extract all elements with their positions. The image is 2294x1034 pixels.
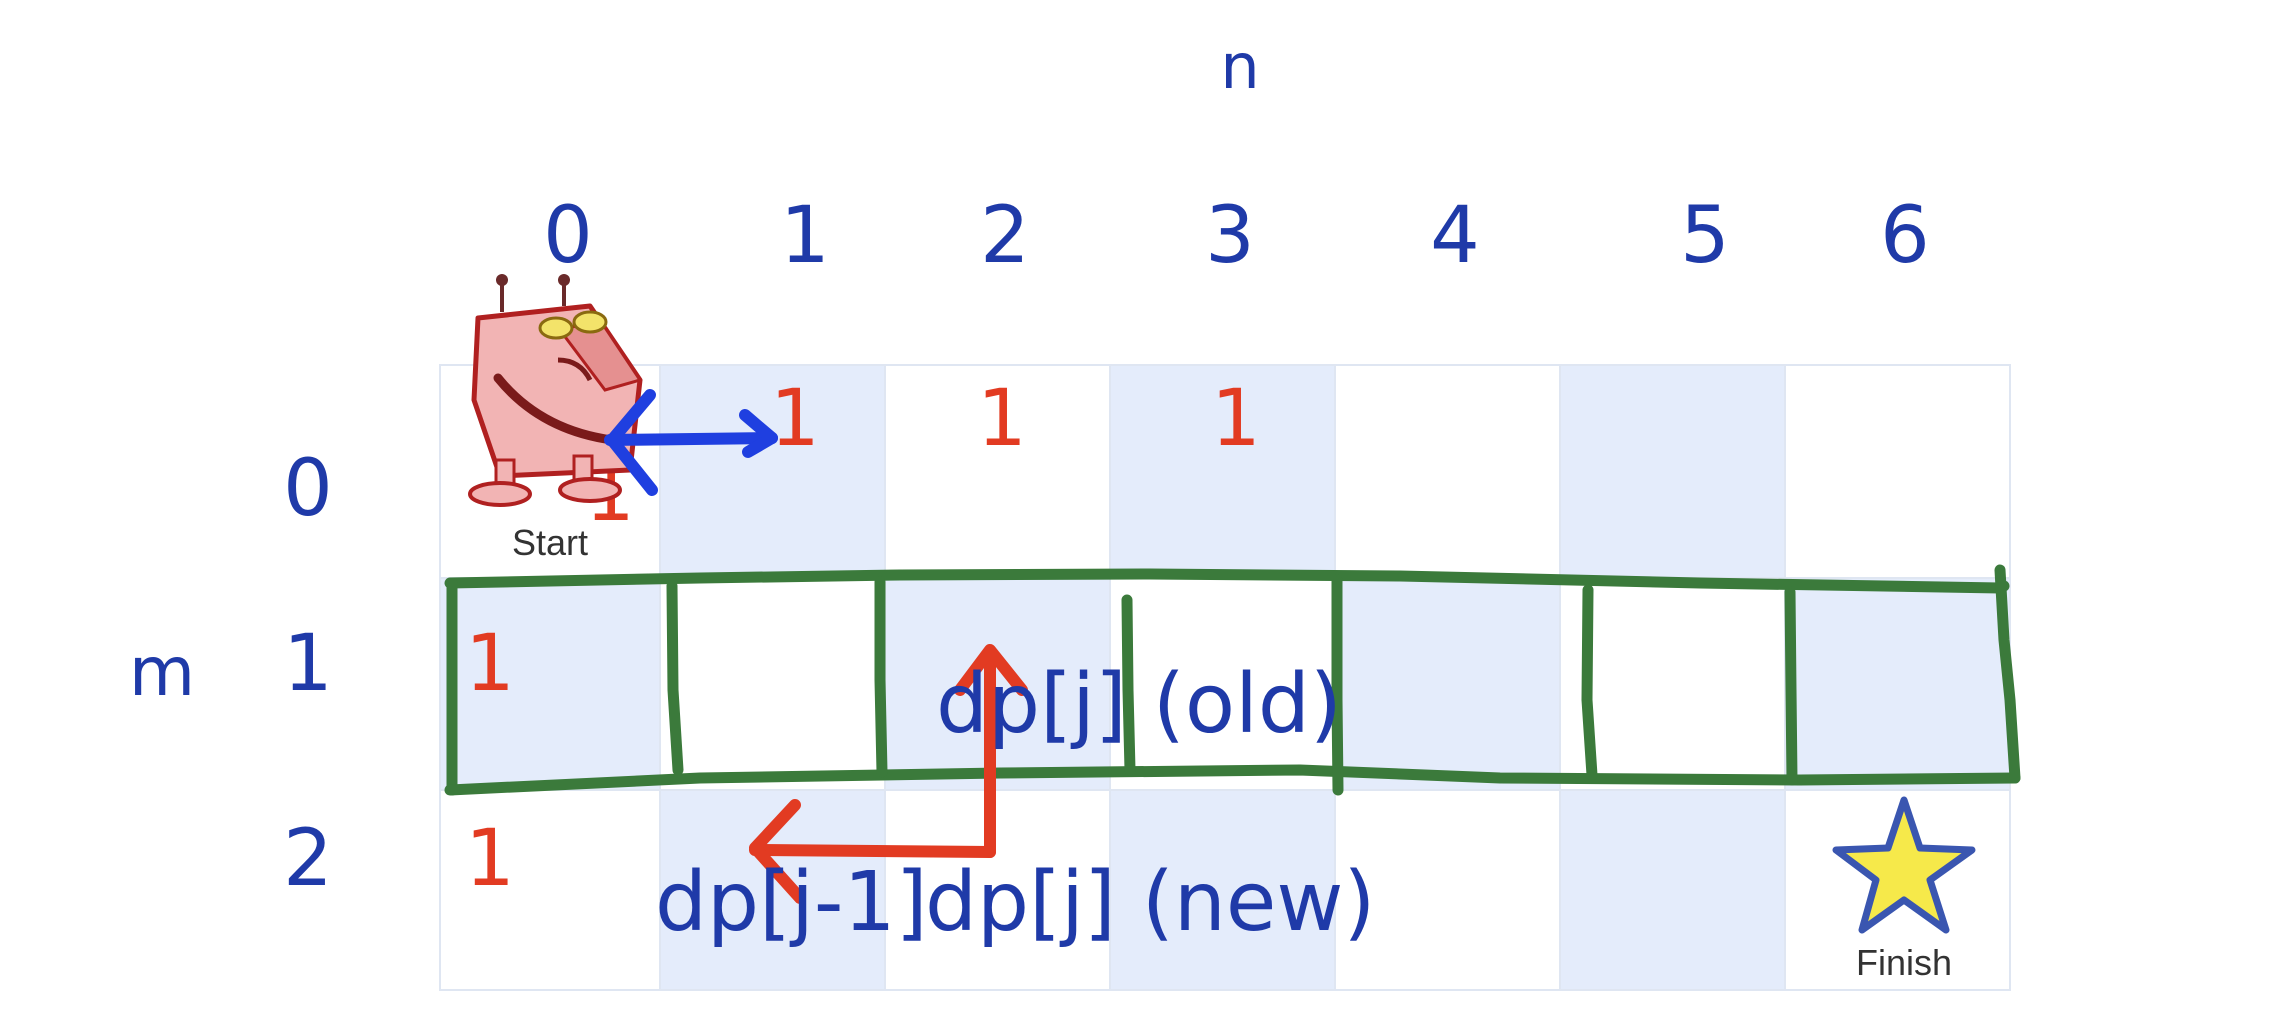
grid-cell-r0-c4 [1334, 364, 1561, 579]
grid-cell-r2-c5 [1559, 789, 1786, 991]
row-label-0: 0 [283, 444, 333, 534]
start-label: Start [512, 522, 588, 563]
cell-values: 111111 [465, 374, 1261, 904]
grid-cell-r0-c2 [884, 364, 1111, 579]
column-label-1: 1 [780, 191, 830, 281]
column-index-labels: 0 1 2 3 4 5 6 [543, 191, 1930, 281]
cell-value-r2-c0: 1 [465, 814, 515, 904]
cell-value-r0-c3: 1 [1211, 374, 1261, 464]
blue-transition-arrow [604, 389, 778, 496]
grid-cell-r2-c3 [1109, 789, 1336, 991]
grid-cell-r2-c2 [884, 789, 1111, 991]
column-label-5: 5 [1680, 191, 1730, 281]
grid-cell-r0-c3 [1109, 364, 1336, 579]
old-value-annotation: dp[j] (old) [936, 657, 1342, 752]
grid-cell-r1-c5 [1559, 577, 1786, 791]
column-label-3: 3 [1205, 191, 1255, 281]
new-value-annotation: dp[j] (new) [925, 855, 1375, 950]
column-label-4: 4 [1430, 191, 1480, 281]
grid-cell-r0-c6 [1784, 364, 2011, 579]
column-label-2: 2 [980, 191, 1030, 281]
grid-cell-r1-c0 [439, 577, 661, 791]
row-label-2: 2 [283, 814, 333, 904]
robot-icon [468, 274, 643, 507]
grid-cell-r2-c0 [439, 789, 661, 991]
left-new-annotation: dp[j-1] [655, 855, 928, 950]
finish-label: Finish [1856, 942, 1952, 983]
grid-cell-r0-c1 [659, 364, 886, 579]
row-label-1: 1 [283, 619, 333, 709]
grid-cell-r1-c4 [1334, 577, 1561, 791]
m-axis-label: m [129, 633, 195, 712]
grid-cell-r1-c6 [1784, 577, 2011, 791]
star-icon [1832, 796, 1976, 934]
grid-cell-r2-c4 [1334, 789, 1561, 991]
cell-value-r1-c0: 1 [465, 619, 515, 709]
highlighted-row-outline [444, 564, 2021, 796]
grid-cell-r1-c1 [659, 577, 886, 791]
grid-cell-r0-c5 [1559, 364, 1786, 579]
row-index-labels: 0 1 2 [283, 444, 333, 904]
column-label-0: 0 [543, 191, 593, 281]
cell-value-r0-c2: 1 [977, 374, 1027, 464]
cell-value-r0-c1: 1 [770, 374, 820, 464]
n-axis-label: n [1220, 30, 1259, 103]
grid-background [439, 364, 2011, 991]
column-label-6: 6 [1880, 191, 1930, 281]
grid-cell-r1-c2 [884, 577, 1111, 791]
red-dependency-arrows [749, 644, 1028, 904]
